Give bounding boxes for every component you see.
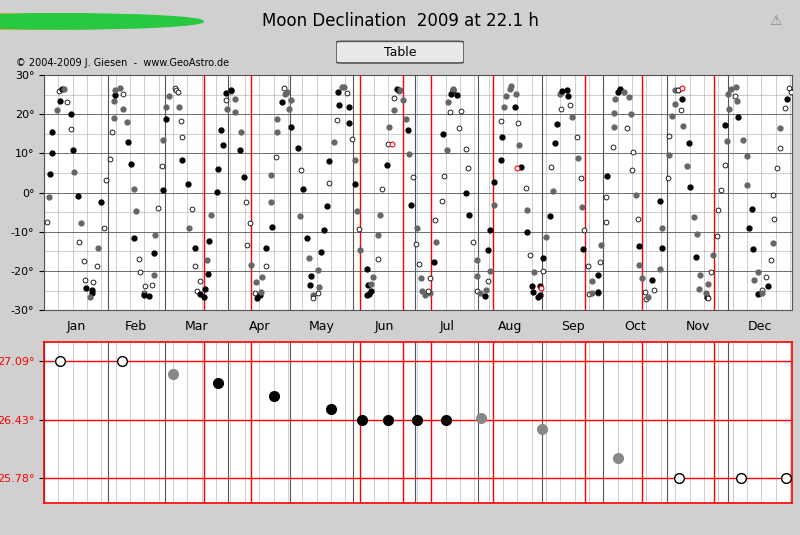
FancyBboxPatch shape: [336, 41, 464, 63]
Circle shape: [0, 14, 182, 29]
Text: ⚠: ⚠: [770, 14, 782, 28]
Text: Table: Table: [384, 45, 416, 59]
Circle shape: [0, 14, 162, 29]
Text: Moon Declination  2009 at 22.1 h: Moon Declination 2009 at 22.1 h: [262, 12, 538, 30]
Circle shape: [0, 14, 203, 29]
Text: © 2004-2009 J. Giesen  -  www.GeoAstro.de: © 2004-2009 J. Giesen - www.GeoAstro.de: [16, 58, 229, 67]
